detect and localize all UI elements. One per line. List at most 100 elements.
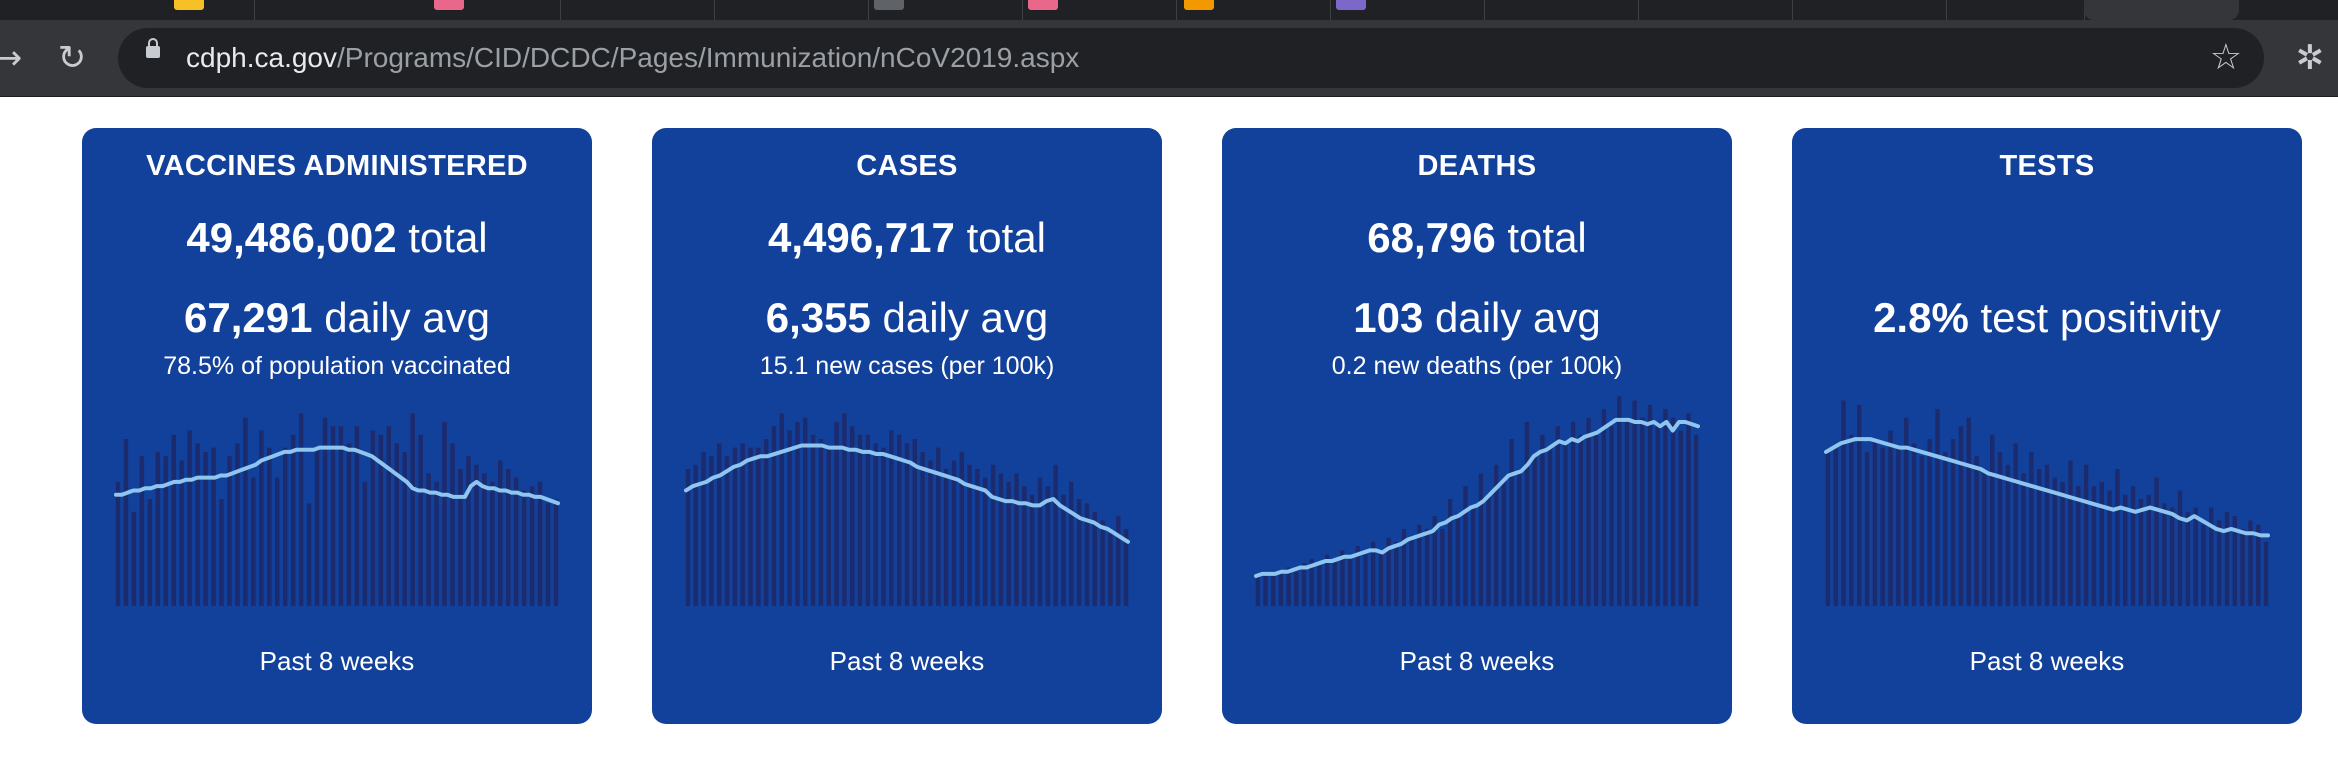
card-cases: CASES 4,496,717 total 6,355 daily avg 15… <box>652 128 1162 724</box>
chart-bar <box>1563 443 1568 606</box>
card-daily-avg: 6,355 daily avg <box>652 294 1162 342</box>
browser-tab[interactable] <box>254 0 561 20</box>
chart-bar <box>442 421 447 606</box>
browser-tab[interactable] <box>1946 0 2085 20</box>
browser-tab[interactable] <box>560 0 715 20</box>
chart-bar <box>131 511 137 606</box>
browser-toolbar: → ↻ cdph.ca.gov/Programs/CID/DCDC/Pages/… <box>0 20 2338 97</box>
chart-bar <box>2099 481 2104 606</box>
address-bar[interactable]: cdph.ca.gov/Programs/CID/DCDC/Pages/Immu… <box>118 28 2264 88</box>
browser-tab[interactable] <box>1792 0 1947 20</box>
chart-bar <box>685 469 691 606</box>
chart-bar <box>2052 477 2058 606</box>
browser-tab[interactable] <box>1022 0 1214 20</box>
chart-bar <box>1409 537 1414 606</box>
chart-bar <box>450 443 455 606</box>
chart-bar <box>1030 494 1035 606</box>
chart-bar <box>1997 451 2003 606</box>
avg-value: 103 <box>1353 294 1424 341</box>
chart-bar <box>322 417 328 606</box>
chart-bar <box>818 439 824 606</box>
chart-bar <box>1045 486 1051 606</box>
browser-tab[interactable] <box>1176 0 1366 20</box>
chart-bar <box>2170 507 2175 606</box>
chart-bar <box>1061 494 1066 606</box>
chart-bar <box>139 456 145 606</box>
chart-bar <box>2123 494 2128 606</box>
browser-tab[interactable] <box>1638 0 1793 20</box>
chart-bar <box>1317 563 1322 606</box>
reload-icon[interactable]: ↻ <box>57 38 87 78</box>
chart-bar <box>998 473 1004 606</box>
chart-bar <box>1655 421 1660 606</box>
total-value: 68,796 <box>1367 214 1496 261</box>
chart-bar <box>756 447 761 606</box>
chart-bar <box>1849 434 1854 606</box>
chart-bar <box>951 460 957 606</box>
chart-bar <box>521 490 527 606</box>
chart-bar <box>251 477 256 606</box>
chart-bar <box>434 481 439 606</box>
browser-tab[interactable] <box>714 0 904 20</box>
chart-bar <box>362 481 368 606</box>
total-unit: total <box>408 214 488 261</box>
chart-bar <box>1586 417 1591 606</box>
browser-tab[interactable] <box>150 0 255 20</box>
chart-bar <box>203 451 208 606</box>
browser-tab[interactable] <box>868 0 1058 20</box>
chart-bar <box>314 447 320 606</box>
chart-bar <box>1486 494 1491 606</box>
chart-bar <box>2044 464 2050 606</box>
forward-arrow-icon[interactable]: → <box>0 38 23 78</box>
chart-bar <box>1371 541 1376 606</box>
star-icon[interactable]: ☆ <box>2209 37 2242 78</box>
chart-bar <box>1517 469 1522 606</box>
url-text[interactable]: cdph.ca.gov/Programs/CID/DCDC/Pages/Immu… <box>186 28 1079 88</box>
chart-bar <box>2216 520 2222 606</box>
chart-bar <box>701 451 706 606</box>
chart-bar <box>881 447 886 606</box>
card-note: 0.2 new deaths (per 100k) <box>1331 352 1623 380</box>
chart-bar <box>1037 477 1043 606</box>
chart-bar <box>1006 481 1011 606</box>
chart-bar <box>693 464 698 606</box>
tab-favicon <box>874 0 904 10</box>
chart-bar <box>1463 486 1468 606</box>
browser-tab[interactable] <box>1484 0 1639 20</box>
chart-bar <box>275 477 280 606</box>
chart-bar <box>1394 541 1399 606</box>
chart-bar <box>2068 460 2073 606</box>
chart-bar <box>2021 473 2026 606</box>
chart-bar <box>873 443 878 606</box>
chart-bar <box>267 447 272 606</box>
chart-bar <box>2209 507 2214 606</box>
trend-line <box>684 443 1130 544</box>
card-footer: Past 8 weeks <box>1399 646 1555 676</box>
chart-bar <box>1014 473 1019 606</box>
chart-bar <box>506 469 511 606</box>
sparkline-svg <box>684 413 1130 606</box>
sparkline-chart <box>1254 392 1700 758</box>
chart-bar <box>1440 528 1445 606</box>
url-path: /Programs/CID/DCDC/Pages/Immunization/nC… <box>337 42 1080 73</box>
chart-bar <box>537 481 543 606</box>
chart-bar <box>346 443 352 606</box>
active-tab[interactable] <box>2084 0 2239 20</box>
chart-bar <box>1386 537 1391 606</box>
chart-bar <box>2013 443 2018 606</box>
chart-bar <box>1864 451 1870 606</box>
browser-tab[interactable] <box>1330 0 1485 20</box>
chart-bar <box>834 421 839 606</box>
chart-bar <box>967 464 972 606</box>
trend-line <box>1254 417 1700 579</box>
total-value: 49,486,002 <box>186 214 397 261</box>
chart-bar <box>1294 571 1299 606</box>
lock-icon[interactable] <box>146 38 160 58</box>
tab-favicon <box>1028 0 1058 10</box>
chart-bar <box>1841 400 1846 606</box>
puzzle-icon[interactable]: ✲ <box>2295 38 2325 78</box>
chart-bar <box>243 417 248 606</box>
tab-favicon <box>434 0 464 10</box>
chart-bar <box>115 481 121 606</box>
chart-bar <box>771 426 777 606</box>
